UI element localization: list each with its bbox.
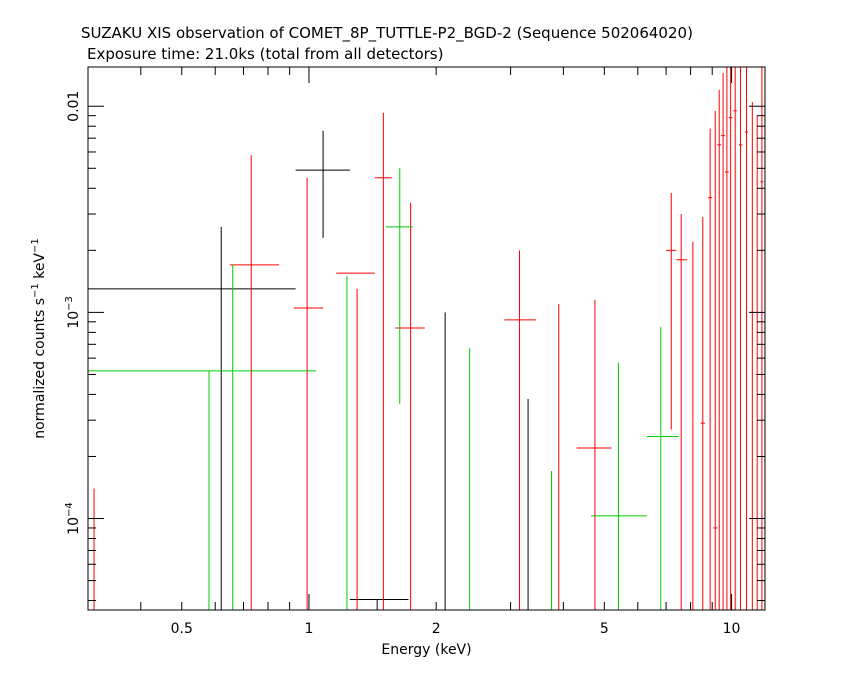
series-2 (88, 168, 679, 610)
x-axis-label: Energy (keV) (381, 642, 471, 658)
y-tick-exponent: −4 (64, 502, 75, 517)
x-tick-label: 2 (432, 621, 441, 637)
tick-labels: 0.5 1 2 5 10 10−4 10−3 0.01 (64, 91, 740, 637)
data-layer (88, 67, 764, 610)
x-tick-label: 0.5 (171, 621, 193, 637)
x-tick-label: 5 (600, 621, 609, 637)
series-0 (88, 130, 529, 610)
chart-title: SUZAKU XIS observation of COMET_8P_TUTTL… (81, 24, 693, 42)
y-tick-exponent: −3 (64, 296, 75, 311)
x-tick-label: 10 (723, 621, 741, 637)
y-tick-label: 0.01 (66, 91, 82, 122)
y-tick-label: 10−4 (64, 502, 82, 535)
y-label-superscript: −1 (30, 283, 41, 298)
x-tick-label: 1 (304, 621, 313, 637)
plot-frame (87, 66, 766, 611)
y-axis-label: normalized counts s−1 keV−1 (30, 238, 48, 439)
y-label-text: keV (32, 253, 48, 284)
tick-marks (87, 67, 765, 610)
y-label-text: normalized counts s (32, 298, 48, 439)
series-1 (93, 67, 764, 610)
y-tick-label: 10−3 (64, 296, 82, 329)
chart-subtitle: Exposure time: 21.0ks (total from all de… (87, 45, 444, 63)
y-label-superscript: −1 (30, 238, 41, 253)
